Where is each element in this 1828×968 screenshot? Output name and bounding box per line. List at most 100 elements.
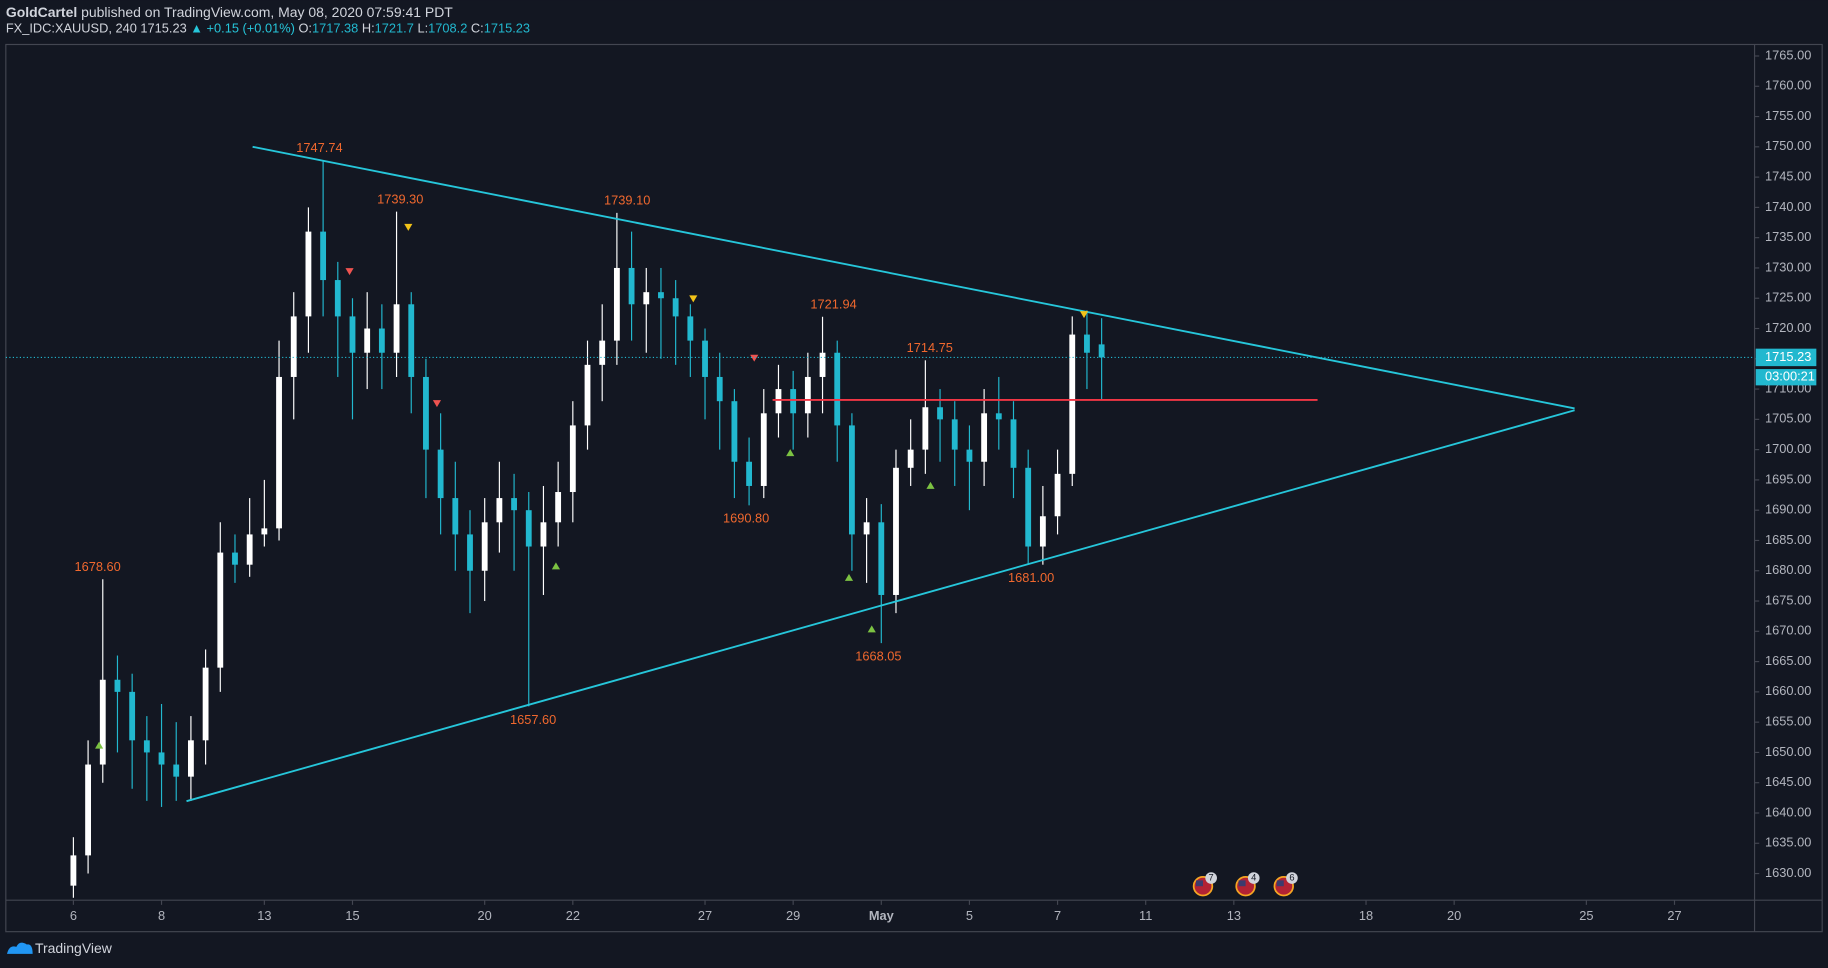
candle-body [511,498,517,511]
signal-marker [844,573,854,581]
x-tick-label: 25 [1579,908,1593,923]
event-badge [1205,872,1217,884]
author: GoldCartel [6,4,77,20]
ohlc-value: 1715.23 [484,21,530,36]
candle-body [613,267,620,341]
y-tick-label: 1755.00 [1765,108,1811,123]
y-tick-label: 1720.00 [1765,320,1811,335]
x-tick-label: 29 [786,908,800,923]
trendline [186,409,1575,803]
candle-body [1025,467,1032,547]
event-count: 7 [1209,873,1214,883]
candle-body [819,352,826,377]
candle-body [951,419,958,450]
event-flag [1276,880,1284,887]
symbol: FX_IDC:XAUUSD, 240 [6,21,137,36]
candle-body [85,764,92,856]
x-tick-label: 5 [966,908,973,923]
event-flag [1238,880,1246,887]
candle-body [246,534,253,565]
candle-body [1069,334,1076,474]
candle-body [467,534,473,571]
y-tick-label: 1735.00 [1765,229,1811,244]
candle-body [599,340,606,365]
candle-body [70,855,77,886]
candle-body [804,376,811,414]
y-tick-label: 1675.00 [1765,592,1811,607]
event-count: 4 [1251,873,1256,883]
published: published on TradingView.com, May 08, 20… [81,4,453,20]
price-annotation: 1739.10 [604,193,650,208]
y-tick-label: 1690.00 [1765,502,1811,517]
brand: TradingView [35,940,113,956]
y-tick-label: 1730.00 [1765,259,1811,274]
x-tick-label: 27 [698,908,712,923]
candle-body [584,364,591,426]
candle-body [834,352,841,426]
y-tick-label: 1725.00 [1765,290,1811,305]
signal-marker [867,625,876,633]
y-tick-label: 1760.00 [1765,78,1811,93]
x-tick-label: 7 [1054,908,1061,923]
candle-body [863,522,870,535]
candle-body [423,376,429,450]
last-price-label: 1715.23 [1765,349,1811,364]
candle-body [129,691,136,741]
candle-body [393,304,400,353]
y-tick-label: 1695.00 [1765,471,1811,486]
candle-body [628,267,635,305]
x-tick-label: 13 [257,908,271,923]
y-tick-label: 1630.00 [1765,865,1811,880]
x-tick-label: 22 [566,908,580,923]
candle-body [99,679,106,765]
x-tick-label: 18 [1359,908,1373,923]
candle-body [937,407,943,420]
candle-body [569,425,576,493]
signal-marker [786,449,795,457]
ohlc-value: 1717.38 [312,21,358,36]
candle-body [1054,473,1061,517]
candle-body [995,413,1002,420]
signal-marker [926,481,935,489]
signal-marker [750,354,759,362]
price-annotation: 1678.60 [74,559,120,574]
candle-body [672,298,679,317]
candle-body [775,389,782,414]
y-tick-label: 1645.00 [1765,774,1811,789]
symbol-line: FX_IDC:XAUUSD, 240 1715.23 ▲ +0.15 (+0.0… [6,21,530,36]
x-tick-label: 27 [1667,908,1681,923]
signal-marker [345,268,354,276]
price-annotation: 1739.30 [377,191,423,206]
last-price-box [1755,348,1817,367]
candle-body [320,231,327,281]
candle-body [202,667,209,741]
candle-body [334,280,341,317]
last-price: 1715.23 [140,21,186,36]
x-tick-label: 11 [1139,908,1152,923]
candle-body [540,522,547,547]
candle-body [364,328,371,353]
x-tick-label: 15 [345,908,359,923]
candle-body [452,498,459,535]
event-count: 6 [1289,873,1294,883]
y-tick-label: 1740.00 [1765,199,1811,214]
y-tick-label: 1640.00 [1765,804,1811,819]
y-tick-label: 1685.00 [1765,532,1811,547]
x-tick-label: 8 [158,908,165,923]
candle-body [893,467,899,595]
x-tick-label: 20 [478,908,492,923]
candle-body [981,413,988,462]
event-flag [1195,880,1203,887]
y-tick-label: 1670.00 [1765,623,1811,638]
signal-marker [1079,311,1089,319]
candle-body [481,522,488,571]
y-tick-label: 1635.00 [1765,835,1811,850]
candle-body [349,316,356,353]
candle-body [922,407,929,450]
candle-body [408,304,415,377]
candle-body [731,401,738,462]
y-tick-label: 1655.00 [1765,714,1811,729]
